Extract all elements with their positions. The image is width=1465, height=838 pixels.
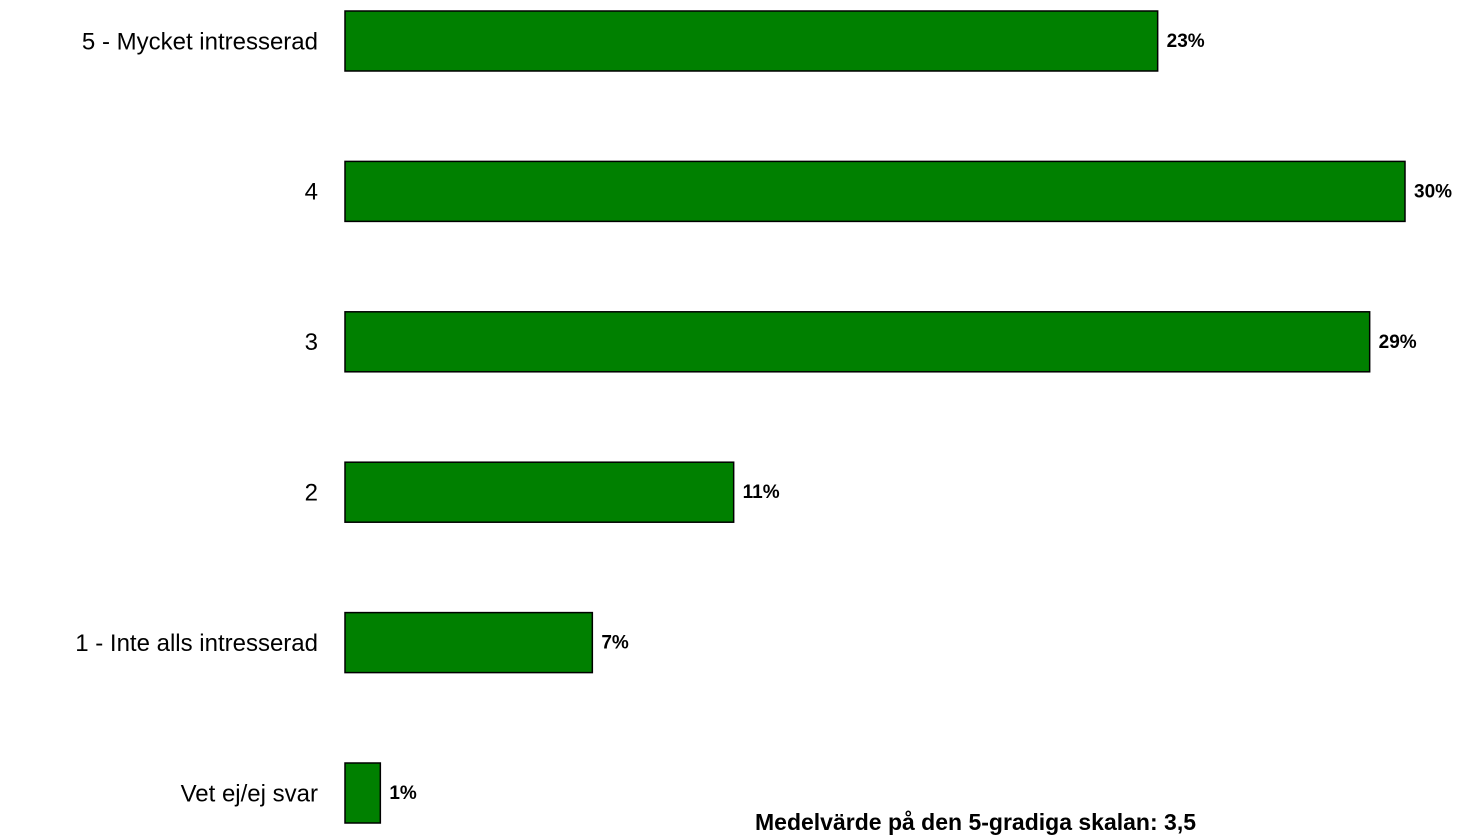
bar: [344, 461, 735, 523]
category-label: 1 - Inte alls intresserad: [75, 630, 318, 657]
bar: [344, 762, 382, 824]
value-label: 11%: [743, 482, 780, 503]
value-label: 29%: [1379, 332, 1417, 353]
bar: [344, 311, 1371, 373]
category-label: Vet ej/ej svar: [181, 780, 318, 807]
value-label: 1%: [389, 783, 417, 804]
bar: [344, 160, 1406, 223]
bar: [344, 10, 1159, 72]
annotation: Medelvärde på den 5-gradiga skalan: 3,5: [755, 809, 1196, 835]
category-label: 5 - Mycket intresserad: [82, 28, 318, 55]
value-label: 30%: [1414, 181, 1452, 202]
category-label: 4: [305, 179, 318, 206]
category-label: 2: [305, 480, 318, 507]
category-label: 3: [305, 329, 318, 356]
value-label: 23%: [1167, 31, 1205, 52]
bar: [344, 611, 594, 674]
value-label: 7%: [601, 633, 629, 654]
